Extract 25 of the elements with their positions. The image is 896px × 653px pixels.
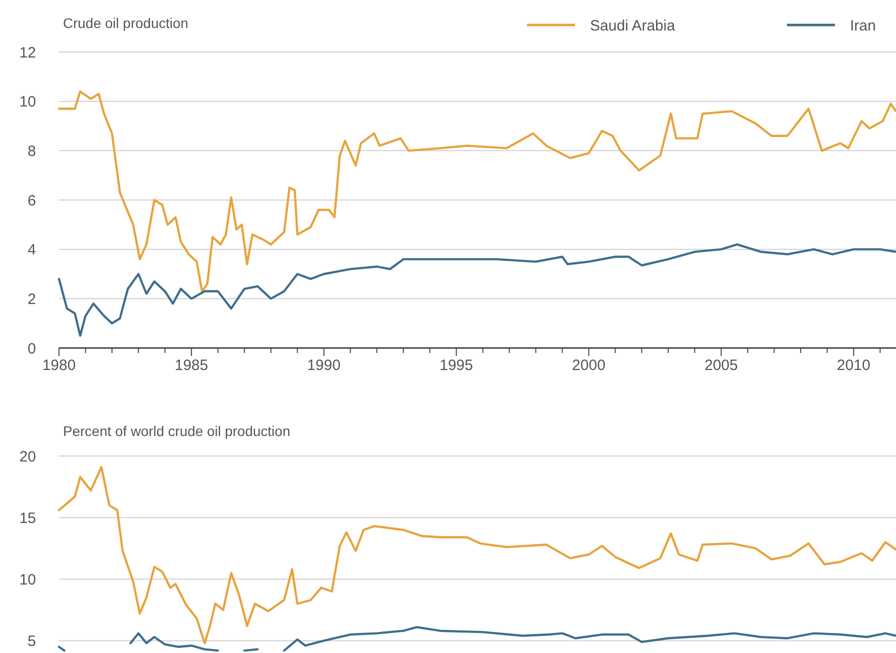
- y-tick-label: 4: [28, 242, 36, 259]
- y-tick-label: 2: [28, 290, 36, 308]
- y-tick-label: 15: [19, 510, 36, 527]
- chart-title: Crude oil production: [63, 15, 188, 31]
- chart-title: Percent of world crude oil production: [63, 423, 290, 439]
- x-tick-label: 2005: [704, 357, 738, 374]
- legend-label: Iran: [850, 17, 876, 34]
- legend-label: Saudi Arabia: [590, 17, 676, 34]
- x-tick-label: 2000: [572, 357, 606, 374]
- y-tick-label: 10: [19, 571, 36, 588]
- x-tick-label: 1985: [174, 357, 208, 374]
- y-tick-label: 5: [28, 632, 36, 650]
- x-tick-label: 1995: [440, 357, 473, 374]
- y-tick-label: 20: [19, 448, 36, 466]
- y-tick-label: 10: [19, 94, 36, 111]
- line-series: [58, 243, 896, 337]
- x-tick-label: 2010: [836, 357, 870, 374]
- x-tick-label: 1990: [307, 357, 341, 374]
- line-series: [58, 466, 896, 644]
- y-tick-label: 6: [28, 192, 36, 210]
- line-series: [58, 90, 896, 292]
- x-tick-label: 1980: [42, 357, 76, 374]
- y-tick-label: 8: [28, 142, 36, 160]
- y-tick-label: 0: [28, 340, 36, 358]
- y-tick-label: 12: [19, 44, 36, 62]
